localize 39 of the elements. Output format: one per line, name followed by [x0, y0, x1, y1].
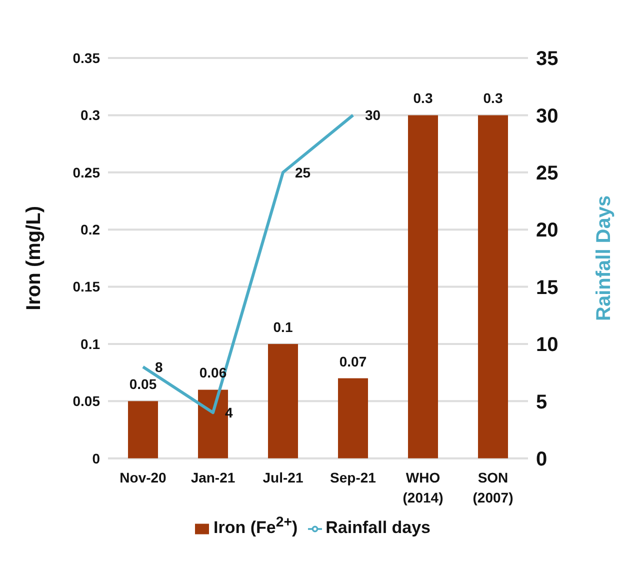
data-label: 0.05 [129, 376, 157, 392]
data-label: 0.1 [273, 318, 293, 335]
bar [408, 115, 438, 458]
y2-tick-label: 25 [536, 162, 558, 184]
data-label: 30 [365, 107, 381, 124]
y-tick-label: 0.25 [72, 164, 100, 180]
y2-tick-label: 20 [536, 220, 558, 242]
x-tick-label: Nov-20 [120, 469, 167, 486]
y2-tick-label: 10 [536, 334, 558, 356]
y-tick-label: 0.3 [80, 107, 100, 124]
y2-axis-title: Rainfall Days [593, 195, 616, 321]
y-tick-label: 0 [92, 450, 100, 466]
y2-tick-label: 30 [536, 105, 558, 128]
data-label: 8 [155, 358, 163, 375]
bar [268, 344, 298, 458]
y-tick-label: 0.35 [72, 50, 100, 66]
y2-tick-label: 15 [536, 276, 558, 299]
data-label: 0.3 [413, 90, 433, 106]
y-tick-label: 0.1 [80, 336, 100, 352]
legend-label: Rainfall days [326, 518, 431, 537]
data-label: 25 [295, 164, 311, 180]
x-tick-label: SON (2007) [472, 469, 514, 506]
y2-tick-label: 35 [536, 48, 558, 70]
bar [128, 401, 158, 458]
x-tick-label: WHO (2014) [402, 469, 444, 506]
legend-label: Iron (Fe$^{2+}$) [213, 514, 298, 537]
x-tick-label: Sep-21 [330, 469, 376, 486]
y2-tick-label: 5 [536, 391, 548, 414]
x-tick-label: Jan-21 [190, 469, 236, 486]
y-tick-label: 0.2 [80, 222, 100, 238]
y2-tick-label: 0 [536, 448, 548, 470]
y-tick-label: 0.05 [72, 393, 100, 410]
y-tick-label: 0.15 [72, 278, 100, 295]
data-label: 0.3 [483, 90, 503, 106]
bar [478, 115, 508, 458]
x-tick-label: Jul-21 [262, 469, 304, 486]
y-axis-title: Iron (mg/L) [23, 206, 46, 310]
data-label: 0.07 [339, 353, 367, 370]
bar [338, 378, 368, 458]
